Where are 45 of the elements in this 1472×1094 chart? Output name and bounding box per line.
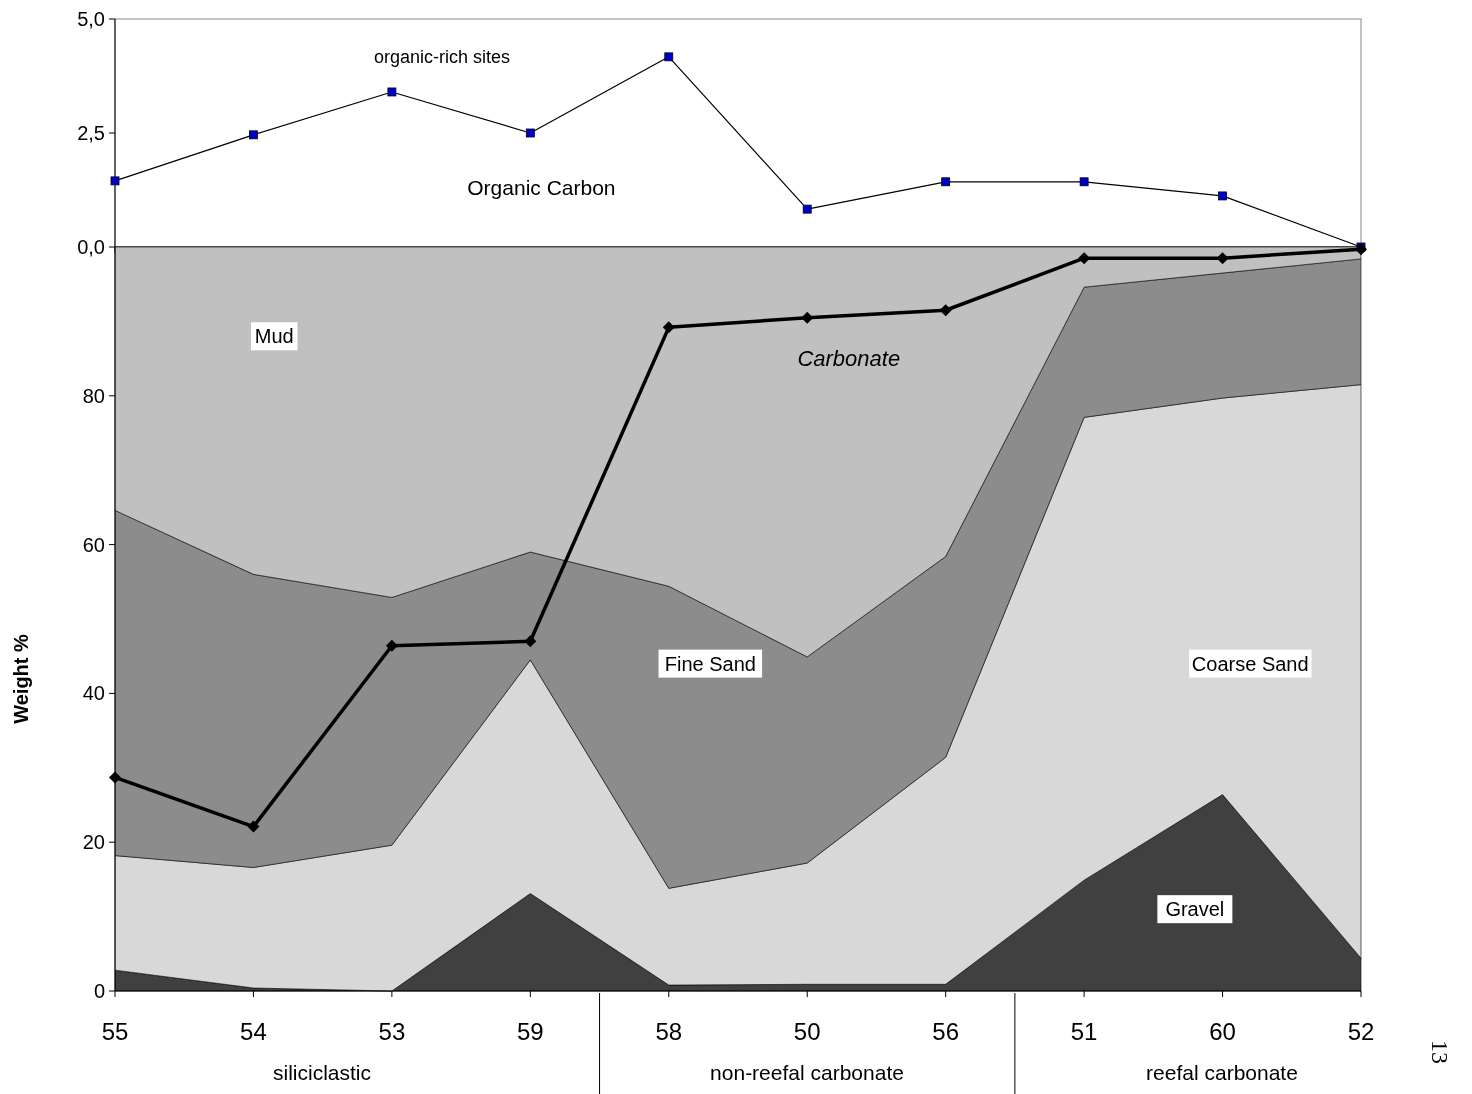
y-tick-label: 0 (93, 980, 105, 1002)
point (385, 639, 398, 652)
x-tick-label: 52 (1347, 1018, 1375, 1045)
x-tick-label: 60 (1209, 1018, 1236, 1045)
point (1079, 177, 1089, 187)
point (1218, 191, 1227, 201)
point (664, 52, 674, 62)
point (1355, 243, 1367, 256)
series-label: Mud (254, 325, 294, 348)
y-tick-label: 20 (82, 831, 105, 854)
x-tick-label: 53 (378, 1018, 406, 1045)
x-tick-label: 59 (516, 1018, 544, 1045)
point (524, 635, 537, 648)
point (525, 128, 535, 138)
x-tick-label: 58 (655, 1018, 683, 1045)
point (387, 87, 397, 97)
x-tick-label: 55 (101, 1018, 129, 1045)
y-tick-label: 80 (82, 384, 105, 407)
series-label: Fine Sand (664, 652, 756, 675)
x-tick-label: 51 (1070, 1018, 1098, 1045)
point (249, 130, 258, 140)
y-tick-label: 40 (82, 682, 105, 705)
series-label: Coarse Sand (1191, 652, 1309, 675)
y-tick-label: 5,0 (77, 8, 105, 30)
series-label: Gravel (1165, 898, 1225, 921)
point (247, 820, 260, 833)
point (662, 321, 675, 334)
x-tick-label: 56 (932, 1018, 960, 1045)
text: non-reefal carbonate (710, 1061, 904, 1084)
point (109, 771, 121, 784)
y-tick-label: 60 (82, 533, 105, 556)
y-tick-label: 0,0 (77, 236, 105, 258)
text: reefal carbonate (1146, 1061, 1298, 1084)
x-tick-label: 50 (793, 1018, 821, 1045)
point (802, 204, 812, 214)
x-tick-label: 54 (240, 1018, 267, 1045)
series-label: Carbonate (797, 345, 901, 371)
annotation: organic-rich sites (373, 47, 511, 67)
text: siliciclastic (272, 1061, 372, 1084)
point (941, 177, 951, 187)
text: 13 (1427, 1040, 1453, 1064)
point (110, 176, 120, 186)
y-axis-title: Weight % (10, 633, 32, 724)
text: Organic Carbon (467, 175, 616, 199)
y-tick-label: 2,5 (77, 122, 105, 144)
